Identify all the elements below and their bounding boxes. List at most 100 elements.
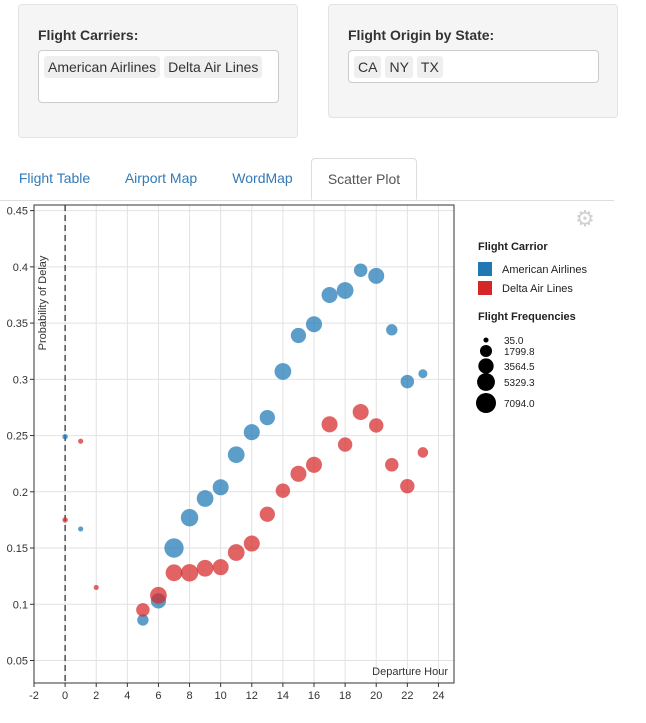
- data-point: [62, 517, 68, 523]
- data-point: [290, 327, 307, 344]
- x-tick-label: 8: [186, 690, 192, 702]
- size-legend-label: 5329.3: [504, 378, 535, 389]
- data-point: [227, 544, 245, 561]
- data-point: [78, 526, 84, 532]
- size-legend-dot: [477, 373, 495, 391]
- size-legend-label: 1799.8: [504, 347, 535, 358]
- y-tick-label: 0.45: [7, 206, 28, 218]
- data-point: [259, 409, 275, 426]
- x-tick-label: 6: [155, 690, 161, 702]
- data-point: [417, 447, 429, 458]
- data-point: [212, 479, 229, 496]
- x-tick-label: 2: [93, 690, 99, 702]
- size-legend-dot: [483, 337, 489, 343]
- data-point: [196, 559, 214, 577]
- data-point: [136, 603, 150, 617]
- tab-bar: Flight Table Airport Map WordMap Scatter…: [0, 158, 614, 201]
- size-legend-dot: [478, 358, 494, 374]
- data-point: [321, 286, 338, 303]
- y-tick-label: 0.2: [13, 487, 28, 499]
- state-chip[interactable]: NY: [385, 56, 413, 78]
- data-point: [353, 263, 368, 277]
- x-tick-label: 18: [339, 690, 351, 702]
- data-point: [227, 446, 245, 464]
- x-tick-label: 22: [401, 690, 413, 702]
- state-chip[interactable]: TX: [416, 56, 443, 78]
- x-tick-label: 0: [62, 690, 68, 702]
- data-point: [275, 483, 291, 498]
- x-tick-label: 12: [246, 690, 258, 702]
- states-filter-panel: Flight Origin by State: CA NY TX: [328, 4, 618, 118]
- data-point: [164, 538, 184, 558]
- data-point: [352, 403, 369, 420]
- x-axis-label: Departure Hour: [372, 666, 448, 678]
- y-tick-label: 0.1: [13, 599, 28, 611]
- gear-icon[interactable]: ⚙: [575, 206, 595, 231]
- data-point: [243, 535, 260, 552]
- data-point: [386, 324, 398, 336]
- y-tick-label: 0.3: [13, 374, 28, 386]
- carriers-filter-panel: Flight Carriers: American Airlines Delta…: [18, 4, 298, 138]
- data-point: [196, 490, 214, 507]
- state-chip[interactable]: CA: [354, 56, 382, 78]
- carriers-select[interactable]: American Airlines Delta Air Lines: [38, 50, 279, 103]
- data-point: [212, 559, 229, 576]
- data-point: [321, 416, 338, 433]
- data-point: [385, 458, 399, 472]
- y-tick-label: 0.25: [7, 431, 28, 443]
- y-axis-label: Probability of Delay: [37, 255, 49, 350]
- data-point: [368, 267, 385, 284]
- data-point: [337, 437, 353, 452]
- size-legend-label: 7094.0: [504, 399, 535, 410]
- carriers-filter-title: Flight Carriers:: [38, 27, 139, 43]
- tab-scatter-plot[interactable]: Scatter Plot: [311, 158, 417, 200]
- x-tick-label: 10: [215, 690, 227, 702]
- carrier-chip[interactable]: Delta Air Lines: [164, 56, 263, 78]
- size-legend-label: 35.0: [504, 336, 524, 347]
- data-point: [150, 586, 167, 604]
- legend-title: Flight Carrior: [478, 241, 548, 253]
- data-point: [259, 506, 275, 522]
- data-point: [400, 374, 415, 389]
- x-tick-label: 4: [124, 690, 130, 702]
- data-point: [78, 438, 84, 444]
- y-tick-label: 0.35: [7, 318, 28, 330]
- size-legend-title: Flight Frequencies: [478, 311, 576, 323]
- data-point: [418, 369, 428, 379]
- legend-label: American Airlines: [502, 264, 587, 276]
- legend-swatch: [478, 281, 492, 295]
- data-point: [165, 564, 183, 582]
- x-tick-label: 20: [370, 690, 382, 702]
- data-point: [93, 584, 99, 590]
- x-tick-label: -2: [29, 690, 39, 702]
- size-legend-dot: [476, 393, 496, 413]
- tab-wordmap[interactable]: WordMap: [232, 170, 293, 186]
- data-point: [305, 316, 323, 333]
- x-tick-label: 14: [277, 690, 289, 702]
- y-tick-label: 0.4: [13, 262, 28, 274]
- data-point: [274, 363, 292, 380]
- data-point: [336, 282, 354, 299]
- legend-swatch: [478, 262, 492, 276]
- data-point: [305, 456, 323, 473]
- x-tick-label: 16: [308, 690, 320, 702]
- data-point: [400, 478, 415, 494]
- plot-frame: [33, 204, 455, 684]
- size-legend-dot: [479, 344, 493, 358]
- data-point: [180, 564, 199, 582]
- data-point: [290, 465, 307, 482]
- legend-label: Delta Air Lines: [502, 283, 573, 295]
- data-point: [369, 418, 384, 433]
- states-filter-title: Flight Origin by State:: [348, 27, 495, 43]
- data-point: [243, 424, 260, 441]
- tab-flight-table[interactable]: Flight Table: [18, 170, 91, 186]
- y-tick-label: 0.05: [7, 656, 28, 668]
- states-select[interactable]: CA NY TX: [348, 50, 599, 83]
- data-point: [180, 508, 199, 527]
- carrier-chip[interactable]: American Airlines: [44, 56, 161, 78]
- y-tick-label: 0.15: [7, 543, 28, 555]
- data-point: [62, 433, 68, 440]
- scatter-chart: -2 0 2 4 6 8 10 12 14 16 18 20 22 240.050.10.150.20.2…: [7, 204, 587, 702]
- tab-airport-map[interactable]: Airport Map: [124, 170, 198, 186]
- size-legend-label: 3564.5: [504, 362, 535, 373]
